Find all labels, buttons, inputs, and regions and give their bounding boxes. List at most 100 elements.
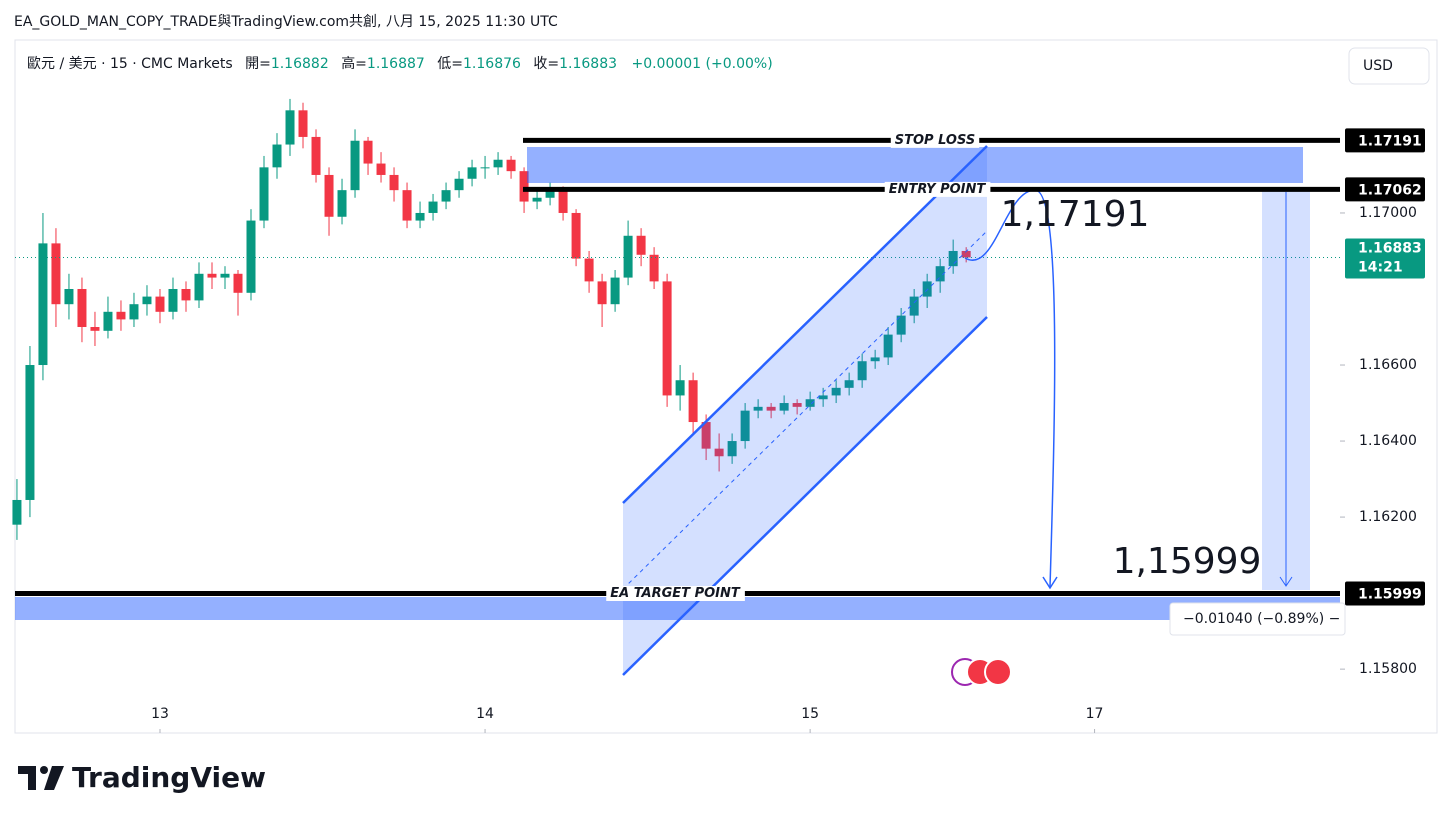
candle-body — [246, 220, 256, 293]
ohlc-label: 開= — [245, 56, 271, 72]
candle-body — [90, 327, 100, 331]
level-label-bg — [890, 132, 980, 148]
logo-mark — [18, 766, 36, 790]
candle-body — [571, 212, 581, 259]
symbol-line: 歐元 / 美元 · 15 · CMC Markets 開=1.16882 高= 1… — [27, 55, 773, 72]
candle-body — [597, 281, 607, 305]
ohlc-value: 1.16882 — [271, 56, 329, 72]
candle-body — [389, 174, 399, 191]
candle-body — [480, 167, 490, 169]
candle-body — [662, 281, 672, 396]
x-tick-label: 17 — [1086, 706, 1104, 722]
candle-body — [766, 406, 776, 411]
last-price-tag — [1345, 238, 1425, 279]
level-label: STOP LOSS — [895, 133, 975, 148]
candle-body — [584, 258, 594, 282]
stop-zone — [527, 147, 1303, 183]
candle-body — [129, 304, 139, 320]
candle-body — [493, 159, 503, 168]
candle-body — [857, 361, 867, 381]
candle-body — [831, 387, 841, 396]
x-tick-label: 14 — [476, 706, 494, 722]
candle-body — [259, 167, 269, 221]
logo: TradingView — [18, 761, 266, 794]
candle-body — [350, 140, 360, 191]
candle-body — [805, 399, 815, 407]
candle-body — [376, 163, 386, 175]
candle-body — [623, 235, 633, 278]
change: +0.00001 (+0.00%) — [631, 56, 772, 72]
channel-mid — [622, 230, 988, 590]
candle-body — [454, 178, 464, 191]
ohlc-value: 1.16876 — [463, 56, 521, 72]
candle-body — [181, 288, 191, 301]
candle-body — [233, 273, 243, 293]
forecast-arrowhead — [1042, 576, 1058, 590]
candle-body — [103, 311, 113, 331]
candle-body — [558, 190, 568, 213]
currency-button[interactable] — [1348, 47, 1430, 85]
forecast-curve — [964, 189, 1056, 588]
candle-body — [675, 380, 685, 396]
level-price: 1.17062 — [1358, 182, 1422, 198]
candle-body — [649, 254, 659, 282]
currency[interactable]: USD — [1363, 58, 1393, 74]
level-price: 1.17191 — [1358, 133, 1422, 149]
symbol: 歐元 / 美元 · 15 · CMC Markets — [27, 56, 233, 72]
candle-body — [818, 395, 828, 400]
candle-body — [77, 288, 87, 328]
candle-body — [298, 110, 308, 137]
countdown: 14:21 — [1358, 259, 1403, 275]
candle-body — [519, 171, 529, 202]
candle-body — [116, 311, 126, 320]
candle-body — [714, 448, 724, 457]
level-label: EA TARGET POINT — [610, 586, 741, 601]
y-tick-label: 1.15800 — [1359, 661, 1417, 677]
level-tag — [1345, 177, 1425, 202]
candle-body — [428, 201, 438, 213]
annotation: 1,15999 — [1113, 541, 1262, 582]
candle-body — [324, 174, 334, 217]
candle-body — [792, 403, 802, 407]
candle-body — [532, 197, 542, 202]
measure-box — [1169, 602, 1346, 636]
measure-label: −0.01040 (−0.89%) − — [1183, 611, 1340, 627]
candle-body — [220, 273, 230, 278]
candle-body — [922, 281, 932, 297]
level-tag — [1345, 581, 1425, 606]
candle-body — [506, 159, 516, 172]
logo-mark — [44, 766, 64, 790]
candle-body — [935, 266, 945, 282]
level-price: 1.15999 — [1358, 586, 1422, 602]
candle-body — [142, 296, 152, 305]
channel-fill — [623, 146, 987, 675]
annotation: 1,17191 — [1001, 194, 1150, 235]
candle-body — [753, 406, 763, 411]
candle-body — [961, 250, 971, 258]
last-price-label: 1.16883 — [1358, 240, 1422, 256]
candle-body — [272, 144, 282, 168]
candle-body — [64, 288, 74, 305]
y-tick-label: 1.16600 — [1359, 357, 1417, 373]
level-label: ENTRY POINT — [889, 182, 987, 197]
candle-body — [168, 288, 178, 312]
candle-body — [909, 296, 919, 316]
candle-body — [311, 136, 321, 175]
candle-body — [896, 315, 906, 335]
candle-body — [727, 441, 737, 457]
candle-body — [155, 296, 165, 312]
candle-body — [610, 277, 620, 305]
y-tick-label: 1.16200 — [1359, 509, 1417, 525]
candle-body — [415, 212, 425, 221]
candle-body — [38, 243, 48, 366]
candle-body — [636, 235, 646, 255]
chart-frame — [14, 39, 1438, 734]
plot-layer — [12, 98, 1345, 733]
drawings — [15, 145, 1340, 676]
candle-body — [883, 334, 893, 358]
candle-body — [740, 410, 750, 442]
ohlc-label: 收= — [533, 56, 559, 72]
ohlc-label: 高= — [341, 55, 367, 72]
logo-mark — [40, 766, 48, 774]
